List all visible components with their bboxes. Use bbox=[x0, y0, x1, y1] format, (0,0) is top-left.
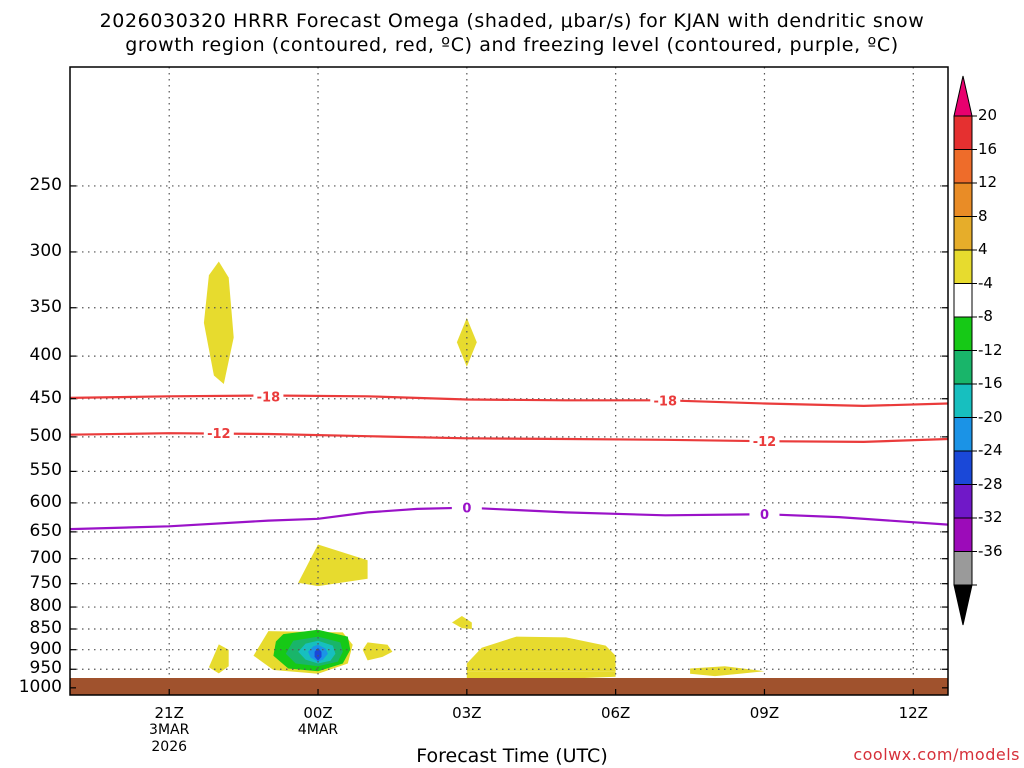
plot-area bbox=[70, 67, 948, 695]
contour-label-bg-5 bbox=[749, 506, 780, 523]
colorbar-tick-label: -28 bbox=[978, 474, 1003, 493]
omega-region-1 bbox=[456, 317, 477, 367]
colorbar-segment-3 bbox=[953, 182, 973, 217]
contour-label-3: -12 bbox=[753, 435, 777, 450]
colorbar-segment-11 bbox=[953, 450, 973, 485]
colorbar-tick-label: -24 bbox=[978, 441, 1003, 459]
colorbar-segment-1 bbox=[953, 115, 973, 150]
omega-region-7 bbox=[466, 636, 616, 672]
colorbar-tick-label: -36 bbox=[978, 541, 1003, 560]
contour-label-5: 0 bbox=[760, 508, 769, 523]
colorbar-segment-14 bbox=[953, 551, 973, 586]
colorbar-segment-13 bbox=[953, 517, 973, 552]
x-tick-label: 09Z bbox=[749, 704, 780, 722]
colorbar bbox=[953, 75, 977, 626]
colorbar-tick-label: -16 bbox=[978, 374, 1003, 392]
y-tick-label: 950 bbox=[29, 658, 62, 679]
contour-label-bg-1 bbox=[650, 392, 681, 409]
colorbar-tick-label: 12 bbox=[978, 173, 998, 191]
y-tick-label: 750 bbox=[29, 572, 62, 593]
ground-bar bbox=[70, 678, 948, 695]
colorbar-segment-5 bbox=[953, 249, 973, 284]
colorbar-tick-label: -32 bbox=[978, 508, 1003, 526]
colorbar-tick-label: 16 bbox=[978, 139, 998, 158]
chart-title-line-1: 2026030320 HRRR Forecast Omega (shaded, … bbox=[99, 10, 925, 32]
y-tick-label: 900 bbox=[29, 638, 62, 659]
contour-label-0: -18 bbox=[257, 390, 281, 405]
y-tick-label: 450 bbox=[29, 387, 62, 408]
colorbar-tick-label: 8 bbox=[978, 206, 988, 225]
omega-region-0 bbox=[203, 261, 234, 384]
x-axis-label: Forecast Time (UTC) bbox=[416, 745, 608, 767]
colorbar-segment-2 bbox=[953, 149, 973, 184]
source-credit: coolwx.com/models bbox=[853, 745, 1020, 764]
x-tick-sublabel: 3MAR bbox=[149, 722, 190, 738]
colorbar-segment-12 bbox=[953, 484, 973, 519]
colorbar-tick-label: -8 bbox=[978, 307, 993, 325]
contour-label-bg-3 bbox=[749, 433, 780, 450]
x-tick-label: 03Z bbox=[452, 704, 482, 722]
colorbar-segment-4 bbox=[953, 216, 973, 251]
omega-region-6 bbox=[362, 642, 393, 661]
y-tick-label: 600 bbox=[29, 491, 62, 512]
y-tick-label: 350 bbox=[29, 296, 62, 317]
colorbar-tick-label: -20 bbox=[978, 407, 1003, 426]
x-tick-label: 12Z bbox=[898, 704, 928, 722]
colorbar-tick-label: 20 bbox=[978, 106, 998, 124]
contour-line-0 bbox=[69, 394, 949, 408]
chart-title-line-2: growth region (contoured, red, ºC) and f… bbox=[125, 34, 899, 56]
contour-label-2: -12 bbox=[207, 427, 231, 442]
contour-lines: -18 -18 -12 -12 0 0 bbox=[69, 388, 949, 531]
contour-label-4: 0 bbox=[462, 502, 471, 517]
contour-label-bg-4 bbox=[451, 499, 482, 516]
axis-tick-marks bbox=[70, 185, 948, 695]
y-tick-label: 850 bbox=[29, 617, 62, 638]
y-tick-label: 650 bbox=[29, 520, 62, 541]
y-tick-label: 500 bbox=[29, 425, 62, 446]
y-tick-label: 250 bbox=[29, 174, 62, 195]
omega-region-9 bbox=[690, 666, 765, 677]
contour-label-bg-0 bbox=[253, 388, 284, 405]
contour-label-1: -18 bbox=[654, 394, 678, 409]
y-tick-label: 1000 bbox=[18, 676, 62, 697]
omega-region-4 bbox=[208, 644, 229, 674]
plot-frame bbox=[69, 66, 949, 696]
y-tick-label: 400 bbox=[29, 345, 62, 366]
colorbar-tick-label: -12 bbox=[978, 340, 1003, 359]
colorbar-tick-label: -4 bbox=[978, 273, 993, 292]
colorbar-segment-8 bbox=[953, 350, 973, 385]
x-tick-sublabel: 2026 bbox=[151, 739, 188, 755]
colorbar-bottom-triangle bbox=[953, 584, 973, 626]
y-tick-label: 550 bbox=[29, 460, 62, 481]
y-tick-label: 700 bbox=[29, 547, 62, 568]
omega-region-14 bbox=[314, 647, 322, 661]
colorbar-segment-7 bbox=[953, 316, 973, 351]
colorbar-top-triangle bbox=[953, 75, 973, 117]
colorbar-segment-9 bbox=[953, 383, 973, 418]
contour-label-bg-2 bbox=[203, 425, 234, 442]
colorbar-segment-6 bbox=[953, 283, 973, 318]
colorbar-segment-10 bbox=[953, 417, 973, 452]
x-tick-sublabel: 4MAR bbox=[297, 722, 339, 738]
x-tick-label: 21Z bbox=[154, 704, 184, 722]
x-tick-label: 00Z bbox=[303, 704, 333, 722]
grid-lines bbox=[70, 67, 948, 695]
y-tick-label: 300 bbox=[29, 240, 62, 261]
y-tick-label: 800 bbox=[29, 596, 62, 617]
x-tick-label: 06Z bbox=[600, 704, 631, 722]
omega-region-2 bbox=[298, 544, 368, 587]
colorbar-tick-label: 4 bbox=[978, 240, 988, 258]
